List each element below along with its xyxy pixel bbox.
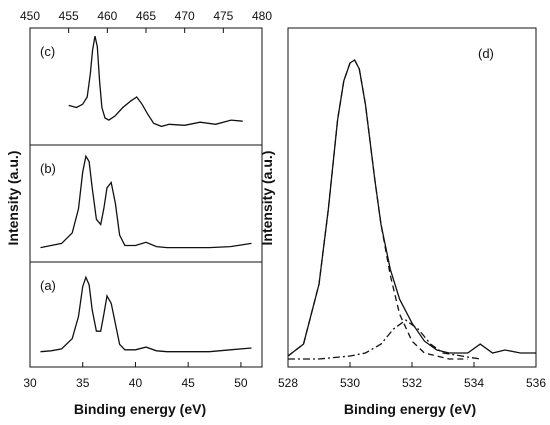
panel-label-d: (d) [478, 46, 494, 61]
top-x-tick-label: 455 [59, 9, 79, 23]
bottom-x-tick-label: 50 [234, 376, 248, 390]
top-x-tick-label: 450 [20, 9, 40, 23]
bottom-x-tick-label: 40 [129, 376, 143, 390]
right-x-tick-label: 534 [464, 376, 484, 390]
top-x-tick-label: 480 [252, 9, 272, 23]
subplot-frame-1 [29, 144, 263, 263]
left-panel: 450 455 460 465 470 475 480 30 35 40 45 50 (c) (b) (… [5, 9, 272, 417]
right-x-tick-label: 536 [526, 376, 546, 390]
panel-label-c: (c) [40, 44, 55, 59]
right-panel: 528 530 532 534 536 (d) Intensity (a.u.) Bin… [259, 27, 546, 417]
right-plot-frame [287, 27, 537, 368]
right-x-tick-label: 528 [278, 376, 298, 390]
bottom-x-tick-label: 30 [23, 376, 37, 390]
spectrum-curve-c [68, 35, 243, 128]
top-x-tick-label: 475 [213, 9, 233, 23]
bottom-x-tick-label: 45 [182, 376, 196, 390]
right-x-tick-label: 532 [402, 376, 422, 390]
fit-curve-dashed [287, 59, 468, 360]
top-x-tick-label: 470 [175, 9, 195, 23]
left-x-axis-title: Binding energy (eV) [74, 401, 206, 417]
panel-label-a: (a) [40, 278, 56, 293]
right-y-axis-title: Intensity (a.u.) [259, 151, 275, 246]
left-y-axis-title: Intensity (a.u.) [5, 151, 21, 246]
fit-curve-solid [287, 59, 536, 357]
subplot-frame-0 [29, 27, 263, 146]
fit-curve-dash-dot [288, 319, 481, 360]
bottom-x-tick-label: 35 [76, 376, 90, 390]
top-x-tick-label: 465 [136, 9, 156, 23]
top-x-tick-label: 460 [97, 9, 117, 23]
spectrum-curve-b [40, 154, 252, 249]
right-x-tick-label: 530 [340, 376, 360, 390]
right-x-axis-title: Binding energy (eV) [344, 401, 476, 417]
subplot-frame-2 [29, 261, 263, 368]
panel-label-b: (b) [40, 161, 56, 176]
spectrum-curve-a [40, 275, 252, 353]
